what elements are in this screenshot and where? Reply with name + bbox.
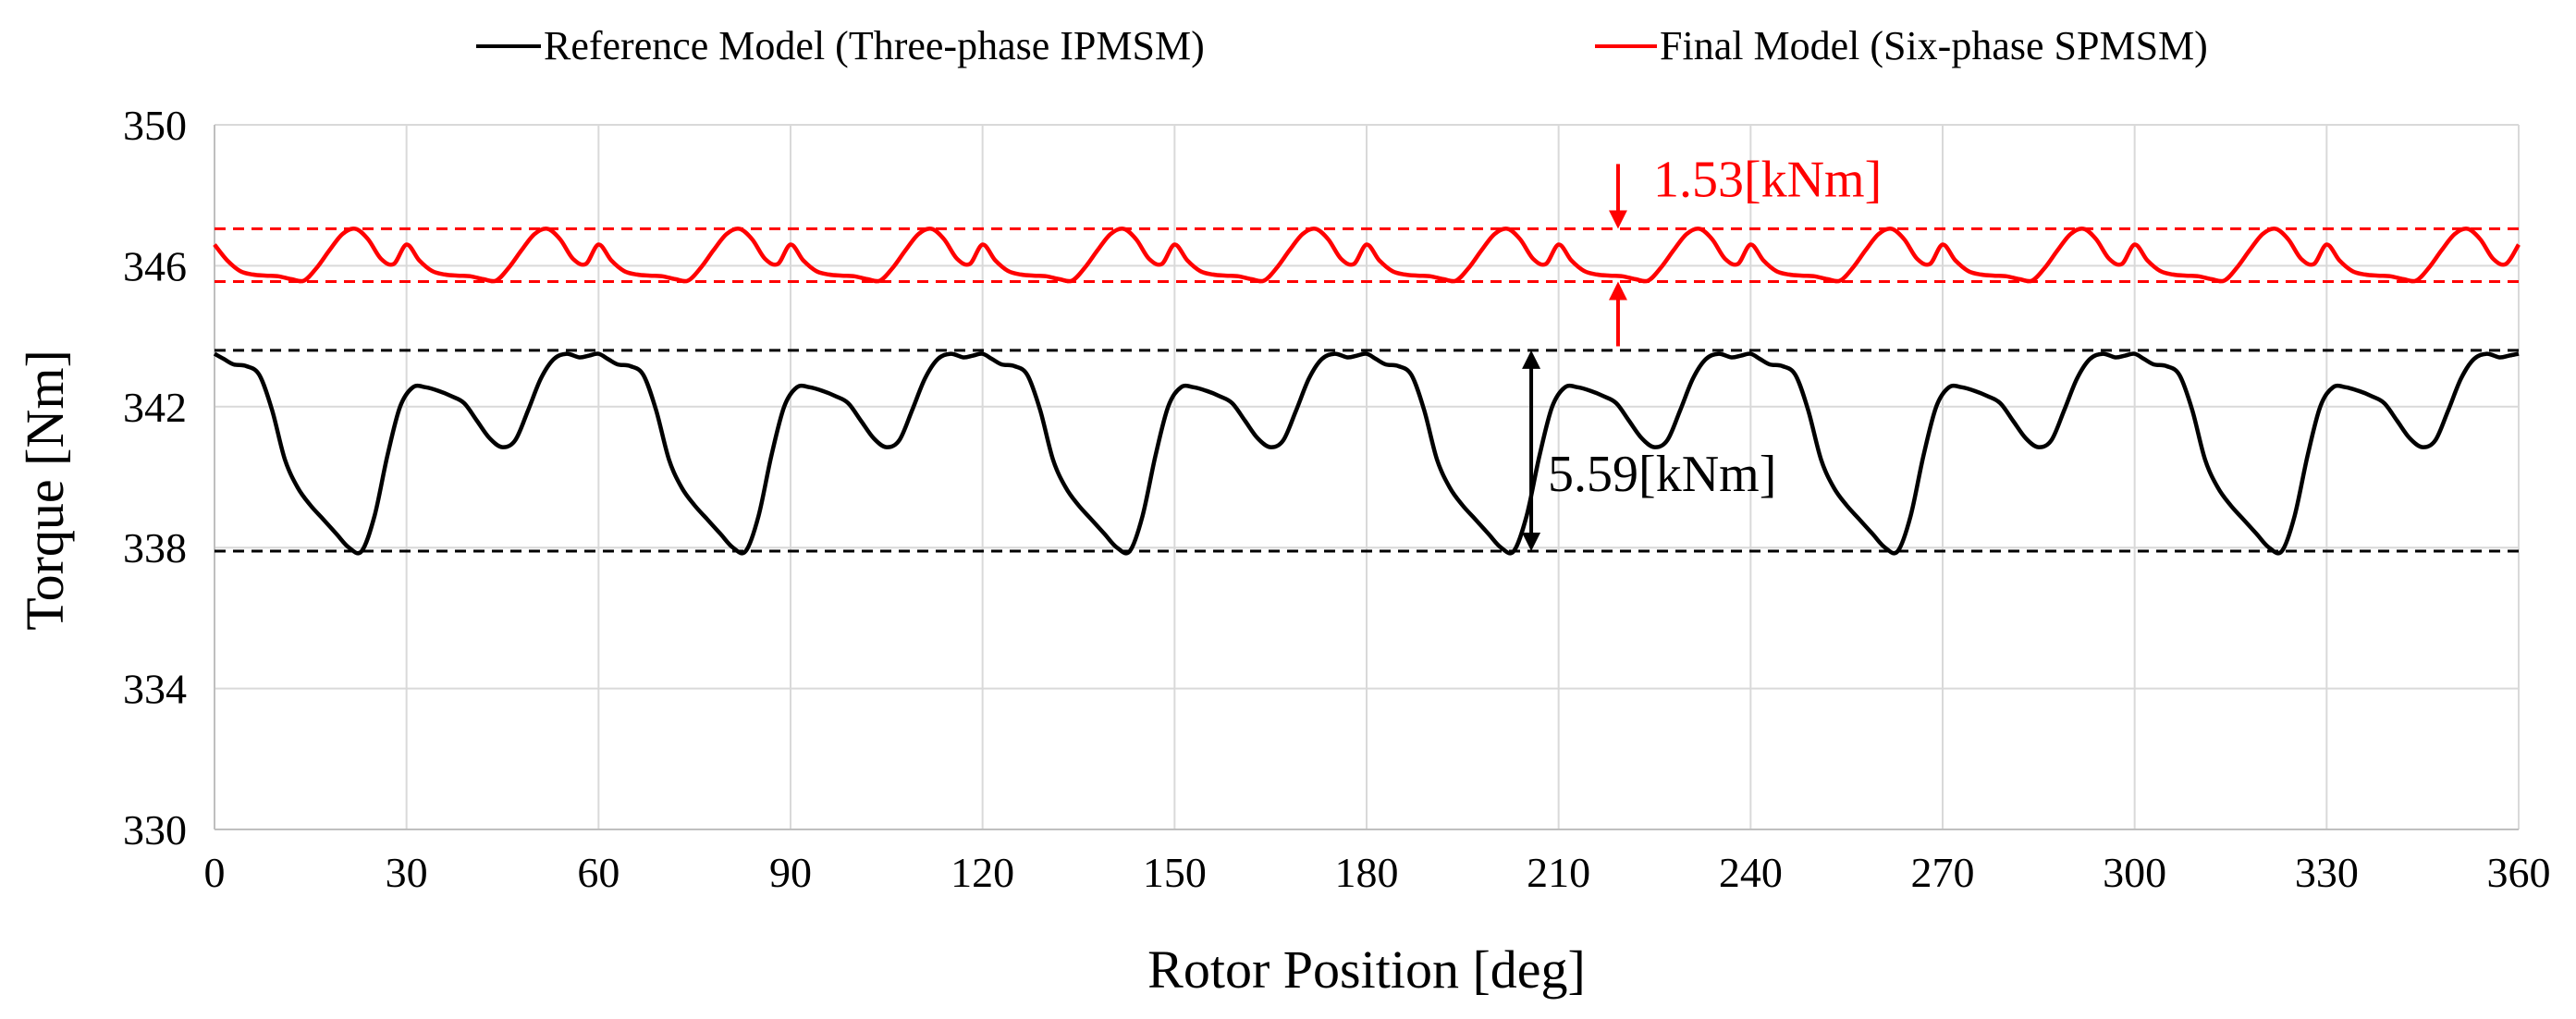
annotations: 5.59[kNm] 1.53[kNm] — [1522, 151, 1882, 552]
grid — [215, 124, 2520, 829]
legend-label-final: Final Model (Six-phase SPMSM) — [1660, 23, 2208, 68]
axes: 0 30 60 90 120 150 180 210 240 270 300 330 360 330 334… — [123, 102, 2551, 896]
y-tick-label-342: 342 — [123, 384, 187, 431]
y-axis-title: Torque [Nm] — [15, 350, 75, 631]
x-tick-label-240: 240 — [1719, 849, 1783, 896]
y-tick-label-338: 338 — [123, 524, 187, 571]
x-axis-title: Rotor Position [deg] — [1147, 939, 1586, 1000]
x-tick-label-60: 60 — [577, 849, 619, 896]
y-tick-label-330: 330 — [123, 806, 187, 853]
ripple-label-final: 1.53[kNm] — [1653, 151, 1882, 208]
x-tick-label-300: 300 — [2103, 849, 2166, 896]
series-lines — [213, 226, 2521, 556]
x-tick-label-330: 330 — [2295, 849, 2359, 896]
x-tick-label-90: 90 — [769, 849, 812, 896]
ripple-label-reference: 5.59[kNm] — [1548, 446, 1776, 503]
x-tick-label-30: 30 — [386, 849, 428, 896]
x-tick-label-180: 180 — [1335, 849, 1399, 896]
y-tick-label-346: 346 — [123, 242, 187, 289]
x-tick-label-360: 360 — [2487, 849, 2551, 896]
x-tick-label-210: 210 — [1527, 849, 1590, 896]
x-tick-label-120: 120 — [951, 849, 1014, 896]
x-tick-label-270: 270 — [1911, 849, 1975, 896]
x-tick-label-150: 150 — [1143, 849, 1207, 896]
legend-label-reference: Reference Model (Three-phase IPMSM) — [544, 23, 1205, 68]
legend: Reference Model (Three-phase IPMSM) Fina… — [476, 23, 2208, 68]
series-line-final — [213, 226, 2521, 284]
series-line-reference — [213, 351, 2520, 556]
y-tick-label-334: 334 — [123, 666, 187, 713]
y-tick-label-350: 350 — [123, 102, 187, 149]
reference-lines — [215, 227, 2519, 553]
x-tick-label-0: 0 — [204, 849, 226, 896]
